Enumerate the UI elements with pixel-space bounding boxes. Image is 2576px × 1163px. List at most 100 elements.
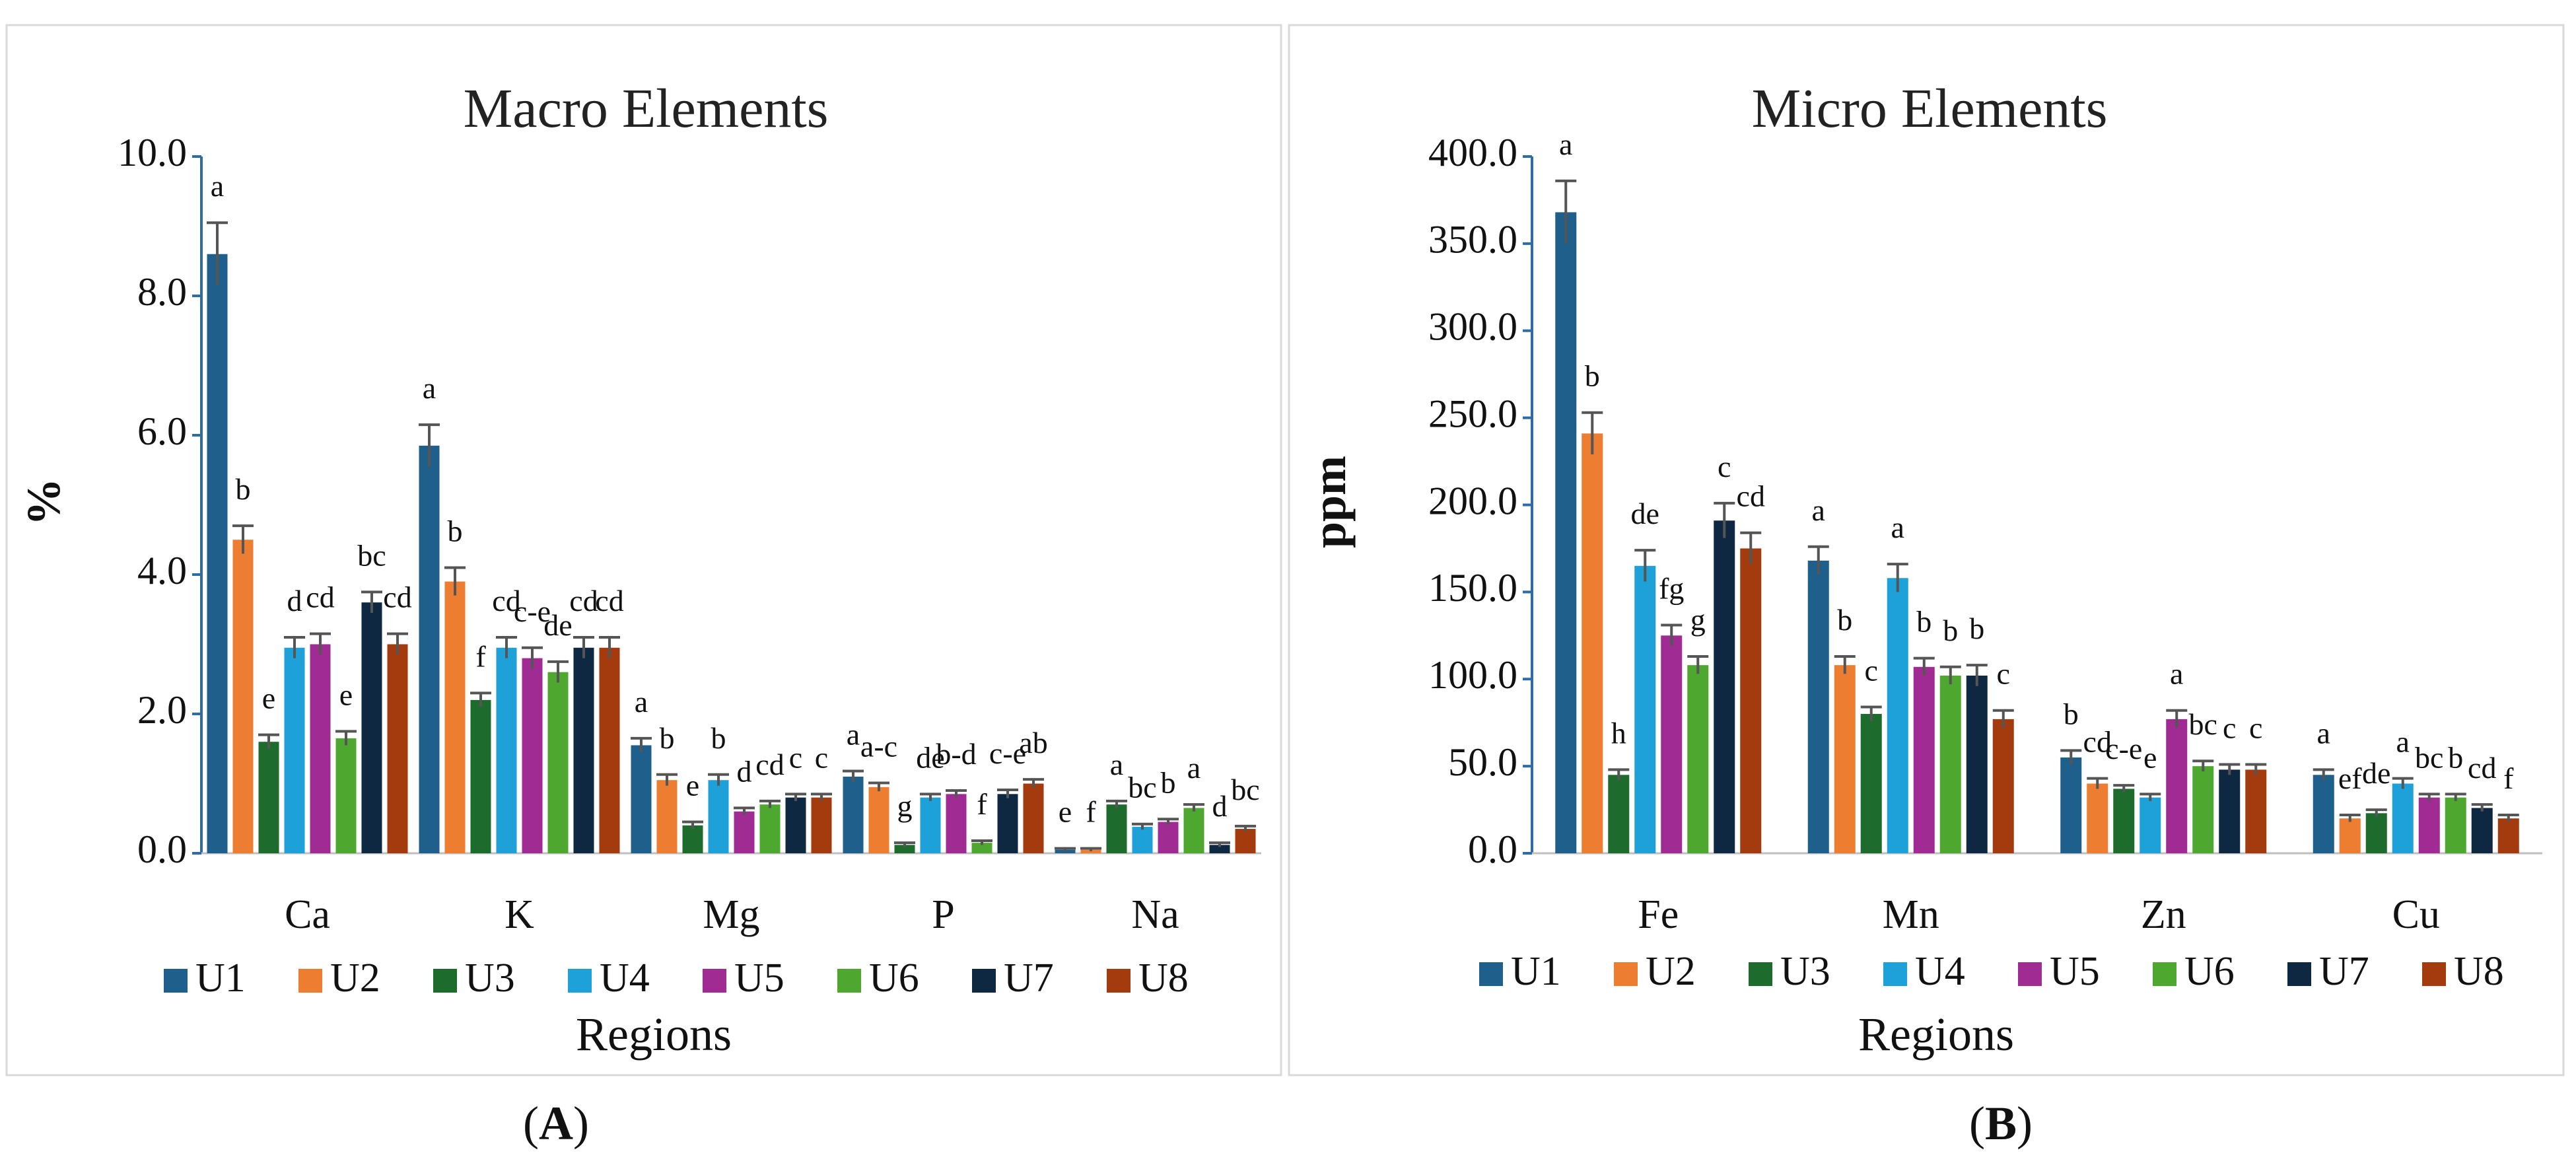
panel-b: Micro Elements ppm Regions 0.0 50.0 100.0 1… [1288, 24, 2565, 1076]
y-tick-label: 0.0 [137, 828, 187, 871]
legend-swatch-u6 [2153, 962, 2176, 986]
bar-ca-u6 [335, 738, 357, 853]
bar-k-u8 [599, 647, 620, 853]
y-tick-label: 100.0 [1428, 653, 1517, 697]
significance-letter-k-u2: b [448, 514, 463, 547]
bar-mg-u2 [656, 780, 678, 853]
bar-k-u1 [419, 445, 440, 853]
bar-ca-u5 [310, 644, 331, 853]
x-tick-label-zn: Zn [2141, 892, 2186, 937]
bar-zn-u5 [2166, 719, 2188, 853]
bar-na-u8 [1235, 829, 1256, 853]
bar-zn-u6 [2192, 766, 2214, 853]
significance-letter-cu-u4: a [2396, 725, 2410, 759]
bar-p-u8 [1023, 783, 1044, 853]
x-tick-label-ca: Ca [285, 892, 330, 937]
legend-label-u4: U4 [600, 956, 650, 1001]
legend-swatch-u6 [837, 969, 861, 993]
x-tick-label-na: Na [1131, 892, 1179, 937]
significance-letter-na-u7: d [1212, 789, 1228, 823]
panel-a-label-letter: A [539, 1097, 573, 1150]
x-tick-label-cu: Cu [2392, 892, 2440, 937]
significance-letter-k-u4: cd [492, 584, 520, 617]
bar-mg-u4 [708, 780, 729, 853]
panel-b-title: Micro Elements [1752, 78, 2108, 139]
significance-letter-mn-u1: a [1812, 493, 1825, 527]
bar-zn-u1 [2060, 757, 2082, 853]
y-tick-label: 0.0 [1468, 828, 1517, 871]
y-tick-label: 2.0 [137, 688, 187, 732]
legend-swatch-u4 [1883, 962, 1907, 986]
significance-letter-mn-u7: b [1969, 612, 1984, 645]
panel-a-title: Macro Elements [464, 78, 829, 139]
significance-letter-mn-u3: c [1865, 653, 1878, 687]
bar-zn-u8 [2245, 769, 2267, 853]
significance-letter-zn-u4: e [2143, 740, 2157, 774]
significance-letter-ca-u5: cd [306, 581, 334, 614]
bar-mn-u7 [1966, 675, 1988, 853]
bar-zn-u7 [2219, 769, 2241, 853]
significance-letter-mg-u1: a [635, 685, 648, 719]
significance-letter-mg-u8: c [815, 740, 828, 774]
significance-letter-mn-u8: c [1997, 657, 2010, 691]
significance-letter-mg-u7: c [789, 740, 802, 774]
panel-a-xlabel: Regions [576, 1008, 732, 1061]
legend-swatch-u8 [1107, 969, 1131, 993]
significance-letter-ca-u2: b [236, 472, 251, 506]
significance-letter-fe-u5: fg [1659, 571, 1684, 605]
significance-letter-na-u3: a [1110, 748, 1123, 781]
significance-letter-p-u5: b-d [936, 737, 976, 771]
legend-swatch-u4 [568, 969, 592, 993]
legend-label-u8: U8 [1138, 956, 1189, 1001]
bar-ca-u2 [232, 540, 254, 853]
bar-fe-u8 [1740, 548, 1762, 853]
significance-letter-fe-u6: g [1690, 603, 1706, 637]
significance-letter-zn-u1: b [2064, 697, 2079, 730]
legend-label-u5: U5 [734, 956, 784, 1001]
legend-label-u6: U6 [869, 956, 919, 1001]
bar-cu-u1 [2313, 775, 2334, 853]
bar-mg-u7 [785, 797, 806, 853]
bar-zn-u4 [2140, 797, 2161, 853]
significance-letter-fe-u7: c [1718, 450, 1731, 483]
y-tick-label: 350.0 [1428, 218, 1517, 262]
bar-ca-u3 [258, 742, 279, 853]
bar-p-u2 [868, 787, 889, 853]
bar-mn-u8 [1992, 719, 2014, 853]
x-tick-label-mn: Mn [1883, 892, 1939, 937]
bar-ca-u1 [207, 254, 228, 853]
legend-swatch-u8 [2422, 962, 2446, 986]
significance-letter-zn-u5: a [2170, 657, 2183, 691]
significance-letter-na-u6: a [1187, 751, 1201, 785]
bar-p-u7 [997, 794, 1018, 853]
significance-letter-mg-u6: cd [755, 748, 784, 781]
bar-p-u3 [894, 845, 915, 853]
legend-label-u7: U7 [1004, 956, 1054, 1001]
significance-letter-k-u7: cd [569, 584, 598, 617]
legend-label-u1: U1 [1511, 949, 1561, 994]
bar-fe-u4 [1634, 565, 1656, 853]
legend-label-u6: U6 [2184, 949, 2235, 994]
bar-mg-u1 [631, 745, 652, 853]
y-tick-label: 150.0 [1428, 566, 1517, 610]
bar-p-u6 [971, 843, 992, 853]
legend-label-u7: U7 [2319, 949, 2369, 994]
significance-letter-na-u4: bc [1128, 771, 1156, 804]
bar-p-u1 [843, 776, 864, 853]
significance-letter-k-u6: de [543, 608, 572, 642]
significance-letter-mg-u2: b [660, 721, 675, 755]
bar-p-u5 [946, 794, 967, 853]
bar-cu-u5 [2418, 797, 2440, 853]
significance-letter-na-u1: e [1059, 795, 1072, 829]
significance-letter-cu-u1: a [2317, 716, 2330, 750]
significance-letter-cu-u2: ef [2338, 761, 2362, 795]
bar-mn-u6 [1939, 675, 1961, 853]
bar-ca-u8 [387, 644, 408, 853]
significance-letter-cu-u8: f [2503, 761, 2514, 795]
significance-letter-cu-u7: cd [2468, 751, 2496, 785]
panel-b-plot: 0.0 50.0 100.0 150.0 200.0 250.0 300.0 350.0 400… [1428, 127, 2542, 937]
significance-letter-ca-u3: e [262, 682, 275, 715]
significance-letter-mg-u3: e [686, 769, 699, 802]
bar-mg-u6 [759, 804, 781, 853]
